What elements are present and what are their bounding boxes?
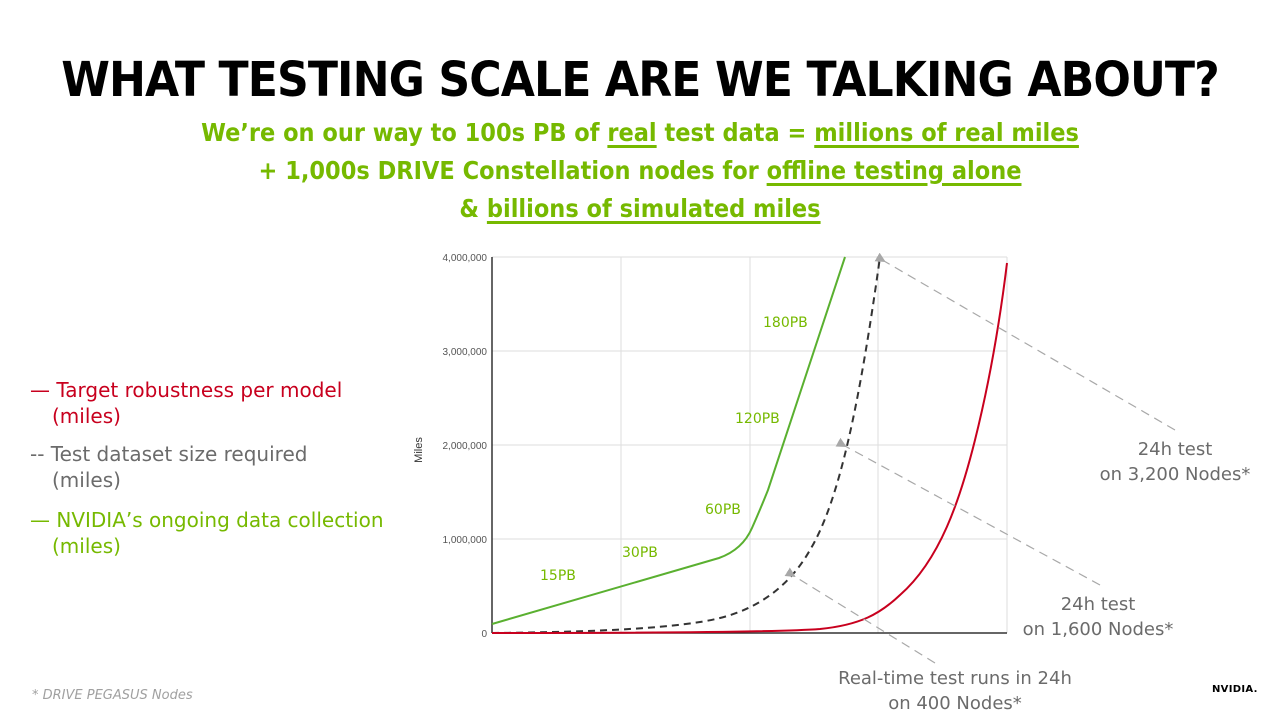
label-15pb: 15PB: [540, 568, 576, 584]
arrow-3200-nodes: [874, 252, 1176, 431]
footnote: * DRIVE PEGASUS Nodes: [32, 688, 193, 703]
grid-lines: [492, 256, 1008, 633]
slide-title: WHAT TESTING SCALE ARE WE TALKING ABOUT?: [61, 52, 1220, 108]
subtitle-underlined: offline testing alone: [766, 156, 1022, 185]
label-60pb: 60PB: [705, 502, 741, 518]
series-target-robustness-line: [491, 262, 1008, 634]
legend-label-unit: (miles): [52, 468, 121, 492]
nvidia-logo: NVIDIA.: [1212, 684, 1258, 695]
series-test-dataset-line: [491, 256, 881, 634]
annotation-text: 24h test: [1060, 594, 1136, 615]
label-180pb: 180PB: [763, 315, 808, 331]
y-tick-labels: 4,000,000 3,000,000 2,000,000 1,000,000 …: [443, 253, 488, 640]
subtitle-text: &: [459, 194, 487, 223]
legend-test-dataset: -- Test dataset size required (miles): [30, 441, 307, 493]
annotation-400-nodes: Real-time test runs in 24h on 400 Nodes*: [820, 666, 1090, 716]
y-axis-label: Miles: [413, 437, 425, 463]
label-30pb: 30PB: [622, 545, 658, 561]
annotation-text: Real-time test runs in 24h: [838, 668, 1072, 689]
legend-target-robustness: — Target robustness per model (miles): [30, 377, 342, 429]
point-labels: 15PB 30PB 60PB 120PB 180PB: [540, 315, 808, 584]
y-tick-2m: 2,000,000: [443, 441, 488, 452]
y-tick-0: 0: [481, 629, 487, 640]
series-data-collection-line: [491, 256, 846, 625]
subtitle-line-2: + 1,000s DRIVE Constellation nodes for o…: [64, 156, 1216, 185]
annotation-text: on 400 Nodes*: [888, 693, 1022, 714]
subtitle-line-3: & billions of simulated miles: [64, 194, 1216, 223]
subtitle-text: test data =: [656, 118, 815, 147]
subtitle-text: We’re on our way to 100s PB of: [201, 118, 608, 147]
legend-label: Test dataset size required: [50, 442, 308, 466]
legend-data-collection: — NVIDIA’s ongoing data collection (mile…: [30, 507, 384, 559]
subtitle-underlined: billions of simulated miles: [486, 194, 821, 223]
legend-label: Target robustness per model: [56, 378, 343, 402]
label-120pb: 120PB: [735, 411, 780, 427]
y-tick-1m: 1,000,000: [443, 535, 488, 546]
annotation-1600-nodes: 24h test on 1,600 Nodes*: [1013, 592, 1183, 642]
subtitle-underlined: real: [607, 118, 657, 147]
legend-solid-line-marker: —: [30, 378, 50, 402]
legend-dashed-line-marker: --: [30, 442, 45, 466]
annotation-arrows: [784, 252, 1176, 664]
legend-label-unit: (miles): [52, 534, 121, 558]
subtitle-text: + 1,000s DRIVE Constellation nodes for: [258, 156, 767, 185]
legend-solid-line-marker: —: [30, 508, 50, 532]
annotation-text: on 3,200 Nodes*: [1099, 464, 1251, 485]
legend-label-unit: (miles): [52, 404, 121, 428]
annotation-3200-nodes: 24h test on 3,200 Nodes*: [1090, 437, 1260, 487]
legend-label: NVIDIA’s ongoing data collection: [56, 508, 384, 532]
arrow-400-nodes: [784, 567, 936, 664]
annotation-text: 24h test: [1137, 439, 1213, 460]
subtitle-line-1: We’re on our way to 100s PB of real test…: [64, 118, 1216, 147]
subtitle-underlined: millions of real miles: [814, 118, 1079, 147]
annotation-text: on 1,600 Nodes*: [1022, 619, 1174, 640]
y-tick-3m: 3,000,000: [443, 347, 488, 358]
y-tick-4m: 4,000,000: [443, 253, 488, 264]
arrow-1600-nodes: [835, 437, 1101, 586]
